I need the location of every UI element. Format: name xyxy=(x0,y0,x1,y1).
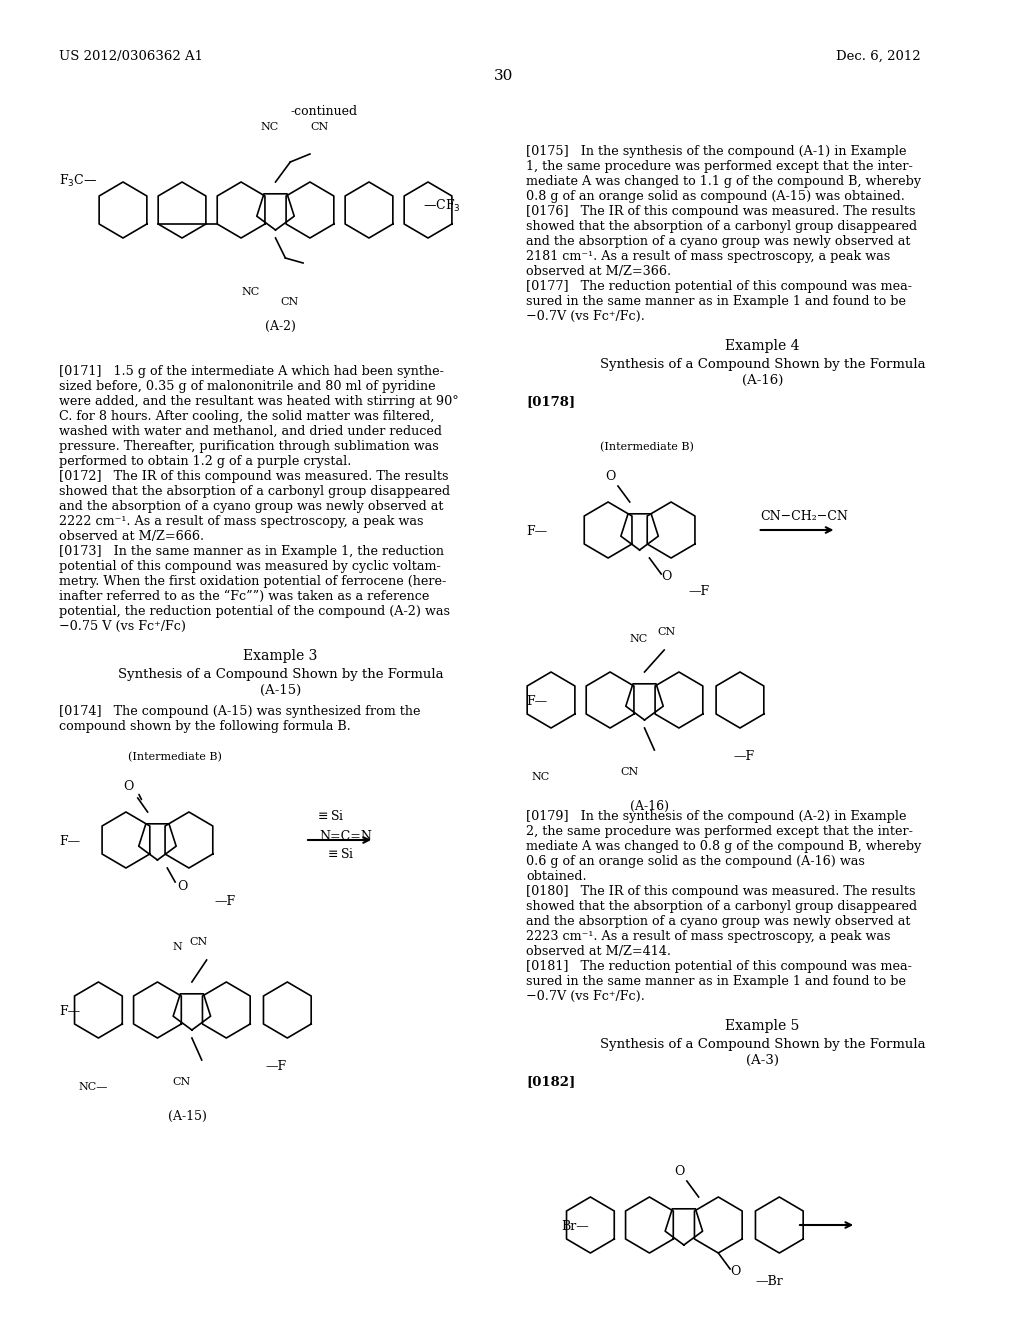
Text: F—: F— xyxy=(59,836,80,847)
Text: O: O xyxy=(730,1265,740,1278)
Text: N=C=N: N=C=N xyxy=(319,830,373,843)
Text: 2, the same procedure was performed except that the inter-: 2, the same procedure was performed exce… xyxy=(526,825,913,838)
Text: [0177]   The reduction potential of this compound was mea-: [0177] The reduction potential of this c… xyxy=(526,280,912,293)
Text: N: N xyxy=(172,942,182,952)
Text: Synthesis of a Compound Shown by the Formula: Synthesis of a Compound Shown by the For… xyxy=(118,668,443,681)
Text: (A-16): (A-16) xyxy=(630,800,669,813)
Text: F—: F— xyxy=(526,696,548,708)
Text: −0.7V (vs Fc⁺/Fc).: −0.7V (vs Fc⁺/Fc). xyxy=(526,990,645,1003)
Text: C. for 8 hours. After cooling, the solid matter was filtered,: C. for 8 hours. After cooling, the solid… xyxy=(59,411,434,422)
Text: compound shown by the following formula B.: compound shown by the following formula … xyxy=(59,719,351,733)
Text: mediate A was changed to 1.1 g of the compound B, whereby: mediate A was changed to 1.1 g of the co… xyxy=(526,176,922,187)
Text: −0.75 V (vs Fc⁺/Fc): −0.75 V (vs Fc⁺/Fc) xyxy=(59,620,186,634)
Text: —CF$_3$: —CF$_3$ xyxy=(423,198,461,214)
Text: —F: —F xyxy=(689,585,710,598)
Text: —F: —F xyxy=(214,895,236,908)
Text: F—: F— xyxy=(526,525,548,539)
Text: 0.8 g of an orange solid as compound (A-15) was obtained.: 0.8 g of an orange solid as compound (A-… xyxy=(526,190,905,203)
Text: performed to obtain 1.2 g of a purple crystal.: performed to obtain 1.2 g of a purple cr… xyxy=(59,455,351,469)
Text: 1, the same procedure was performed except that the inter-: 1, the same procedure was performed exce… xyxy=(526,160,913,173)
Text: O: O xyxy=(674,1166,684,1177)
Text: NC: NC xyxy=(531,772,550,781)
Text: metry. When the first oxidation potential of ferrocene (here-: metry. When the first oxidation potentia… xyxy=(59,576,446,587)
Text: —F: —F xyxy=(733,750,755,763)
Text: O: O xyxy=(123,780,133,793)
Text: potential of this compound was measured by cyclic voltam-: potential of this compound was measured … xyxy=(59,560,440,573)
Text: mediate A was changed to 0.8 g of the compound B, whereby: mediate A was changed to 0.8 g of the co… xyxy=(526,840,922,853)
Text: Example 3: Example 3 xyxy=(244,649,317,663)
Text: NC—: NC— xyxy=(79,1082,109,1092)
Text: $\equiv$Si: $\equiv$Si xyxy=(325,847,354,861)
Text: Br—: Br— xyxy=(561,1220,589,1233)
Text: [0181]   The reduction potential of this compound was mea-: [0181] The reduction potential of this c… xyxy=(526,960,912,973)
Text: NC: NC xyxy=(241,286,259,297)
Text: [0180]   The IR of this compound was measured. The results: [0180] The IR of this compound was measu… xyxy=(526,884,915,898)
Text: Example 5: Example 5 xyxy=(725,1019,800,1034)
Text: showed that the absorption of a carbonyl group disappeared: showed that the absorption of a carbonyl… xyxy=(59,484,451,498)
Text: [0171]   1.5 g of the intermediate A which had been synthe-: [0171] 1.5 g of the intermediate A which… xyxy=(59,366,444,378)
Text: sured in the same manner as in Example 1 and found to be: sured in the same manner as in Example 1… xyxy=(526,294,906,308)
Text: [0175]   In the synthesis of the compound (A-1) in Example: [0175] In the synthesis of the compound … xyxy=(526,145,907,158)
Text: Synthesis of a Compound Shown by the Formula: Synthesis of a Compound Shown by the For… xyxy=(600,1038,926,1051)
Text: [0174]   The compound (A-15) was synthesized from the: [0174] The compound (A-15) was synthesiz… xyxy=(59,705,421,718)
Text: (Intermediate B): (Intermediate B) xyxy=(600,442,694,451)
Text: O: O xyxy=(177,880,187,894)
Text: [0179]   In the synthesis of the compound (A-2) in Example: [0179] In the synthesis of the compound … xyxy=(526,810,907,822)
Text: and the absorption of a cyano group was newly observed at: and the absorption of a cyano group was … xyxy=(59,500,443,513)
Text: 0.6 g of an orange solid as the compound (A-16) was: 0.6 g of an orange solid as the compound… xyxy=(526,855,865,869)
Text: 30: 30 xyxy=(495,69,513,83)
Text: CN: CN xyxy=(172,1077,190,1086)
Text: obtained.: obtained. xyxy=(526,870,587,883)
Text: observed at M/Z=366.: observed at M/Z=366. xyxy=(526,265,672,279)
Text: washed with water and methanol, and dried under reduced: washed with water and methanol, and drie… xyxy=(59,425,442,438)
Text: were added, and the resultant was heated with stirring at 90°: were added, and the resultant was heated… xyxy=(59,395,459,408)
Text: O: O xyxy=(662,570,672,583)
Text: CN: CN xyxy=(188,937,207,946)
Text: CN: CN xyxy=(620,767,638,777)
Text: pressure. Thereafter, purification through sublimation was: pressure. Thereafter, purification throu… xyxy=(59,440,439,453)
Text: Dec. 6, 2012: Dec. 6, 2012 xyxy=(837,50,921,63)
Text: —Br: —Br xyxy=(756,1275,783,1288)
Text: (A-16): (A-16) xyxy=(742,374,783,387)
Text: observed at M/Z=666.: observed at M/Z=666. xyxy=(59,531,204,543)
Text: CN: CN xyxy=(281,297,299,308)
Text: inafter referred to as the “Fc””) was taken as a reference: inafter referred to as the “Fc””) was ta… xyxy=(59,590,429,603)
Text: NC: NC xyxy=(261,121,279,132)
Text: NC: NC xyxy=(630,634,648,644)
Text: (A-15): (A-15) xyxy=(260,684,301,697)
Text: sured in the same manner as in Example 1 and found to be: sured in the same manner as in Example 1… xyxy=(526,975,906,987)
Text: and the absorption of a cyano group was newly observed at: and the absorption of a cyano group was … xyxy=(526,235,911,248)
Text: [0176]   The IR of this compound was measured. The results: [0176] The IR of this compound was measu… xyxy=(526,205,915,218)
Text: 2181 cm⁻¹. As a result of mass spectroscopy, a peak was: 2181 cm⁻¹. As a result of mass spectrosc… xyxy=(526,249,891,263)
Text: and the absorption of a cyano group was newly observed at: and the absorption of a cyano group was … xyxy=(526,915,911,928)
Text: showed that the absorption of a carbonyl group disappeared: showed that the absorption of a carbonyl… xyxy=(526,220,918,234)
Text: [0172]   The IR of this compound was measured. The results: [0172] The IR of this compound was measu… xyxy=(59,470,449,483)
Text: −0.7V (vs Fc⁺/Fc).: −0.7V (vs Fc⁺/Fc). xyxy=(526,310,645,323)
Text: F—: F— xyxy=(59,1005,80,1018)
Text: [0178]: [0178] xyxy=(526,395,575,408)
Text: [0182]: [0182] xyxy=(526,1074,575,1088)
Text: observed at M/Z=414.: observed at M/Z=414. xyxy=(526,945,672,958)
Text: [0173]   In the same manner as in Example 1, the reduction: [0173] In the same manner as in Example … xyxy=(59,545,444,558)
Text: O: O xyxy=(605,470,615,483)
Text: $\equiv$Si: $\equiv$Si xyxy=(314,809,344,822)
Text: (A-3): (A-3) xyxy=(746,1053,779,1067)
Text: 2222 cm⁻¹. As a result of mass spectroscopy, a peak was: 2222 cm⁻¹. As a result of mass spectrosc… xyxy=(59,515,424,528)
Text: CN: CN xyxy=(657,627,676,638)
Text: (Intermediate B): (Intermediate B) xyxy=(128,751,222,762)
Text: —F: —F xyxy=(265,1060,287,1073)
Text: potential, the reduction potential of the compound (A-2) was: potential, the reduction potential of th… xyxy=(59,605,450,618)
Text: 2223 cm⁻¹. As a result of mass spectroscopy, a peak was: 2223 cm⁻¹. As a result of mass spectrosc… xyxy=(526,931,891,942)
Text: sized before, 0.35 g of malononitrile and 80 ml of pyridine: sized before, 0.35 g of malononitrile an… xyxy=(59,380,435,393)
Text: CN: CN xyxy=(310,121,329,132)
Text: US 2012/0306362 A1: US 2012/0306362 A1 xyxy=(59,50,203,63)
Text: showed that the absorption of a carbonyl group disappeared: showed that the absorption of a carbonyl… xyxy=(526,900,918,913)
Text: (A-15): (A-15) xyxy=(168,1110,207,1123)
Text: CN−CH₂−CN: CN−CH₂−CN xyxy=(761,510,849,523)
Text: Example 4: Example 4 xyxy=(725,339,800,352)
Text: (A-2): (A-2) xyxy=(265,319,296,333)
Text: Synthesis of a Compound Shown by the Formula: Synthesis of a Compound Shown by the For… xyxy=(600,358,926,371)
Text: F$_3$C—: F$_3$C— xyxy=(59,173,97,189)
Text: -continued: -continued xyxy=(290,106,357,117)
